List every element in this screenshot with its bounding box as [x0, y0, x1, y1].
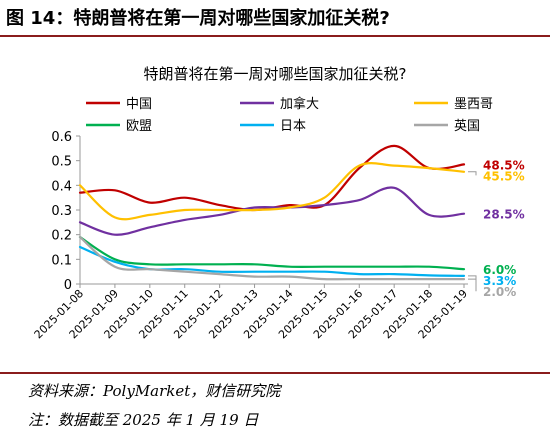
- series-lines: [78, 144, 466, 281]
- end-label: 28.5%: [483, 208, 525, 222]
- top-rule: [0, 35, 550, 37]
- end-label-leader: [468, 278, 477, 292]
- end-labels: 48.5% 28.5% 45.5% 6.0%3.3%2.0%: [468, 158, 525, 299]
- legend-label: 墨西哥: [454, 97, 493, 112]
- end-label: 48.5%: [483, 158, 525, 172]
- series-line: [78, 144, 466, 212]
- y-tick-label: 0.5: [51, 155, 72, 170]
- y-tick-label: 0.2: [51, 229, 72, 244]
- end-label: 2.0%: [483, 285, 516, 299]
- source-note: 资料来源：PolyMarket，财信研究院: [28, 382, 281, 400]
- chart-title: 特朗普将在第一周对哪些国家加征关税?: [144, 65, 407, 83]
- legend-label: 英国: [454, 119, 480, 134]
- legend-label: 欧盟: [126, 119, 152, 134]
- figure-title: 图 14：特朗普将在第一周对哪些国家加征关税?: [6, 8, 390, 29]
- y-tick-label: 0.3: [51, 204, 72, 219]
- end-label: 45.5%: [483, 169, 525, 183]
- y-tick-label: 0.4: [51, 179, 72, 194]
- legend-label: 日本: [280, 119, 306, 134]
- y-tick-label: 0.6: [51, 130, 72, 145]
- series-line: [78, 186, 466, 236]
- axes: 00.10.20.30.40.50.62025-01-082025-01-092…: [32, 130, 470, 341]
- end-label: 6.0%: [483, 263, 516, 277]
- series-line: [78, 245, 466, 277]
- series-line: [78, 162, 466, 221]
- legend-label: 加拿大: [280, 96, 319, 112]
- end-label-leader: [468, 171, 477, 176]
- end-label: 3.3%: [483, 274, 516, 288]
- legend-label: 中国: [126, 97, 152, 112]
- bottom-rule: [0, 372, 550, 374]
- series-line: [78, 236, 466, 281]
- y-tick-label: 0: [64, 278, 72, 293]
- y-tick-label: 0.1: [51, 253, 72, 268]
- date-note: 注：数据截至 2025 年 1 月 19 日: [28, 411, 259, 429]
- series-line: [78, 236, 466, 271]
